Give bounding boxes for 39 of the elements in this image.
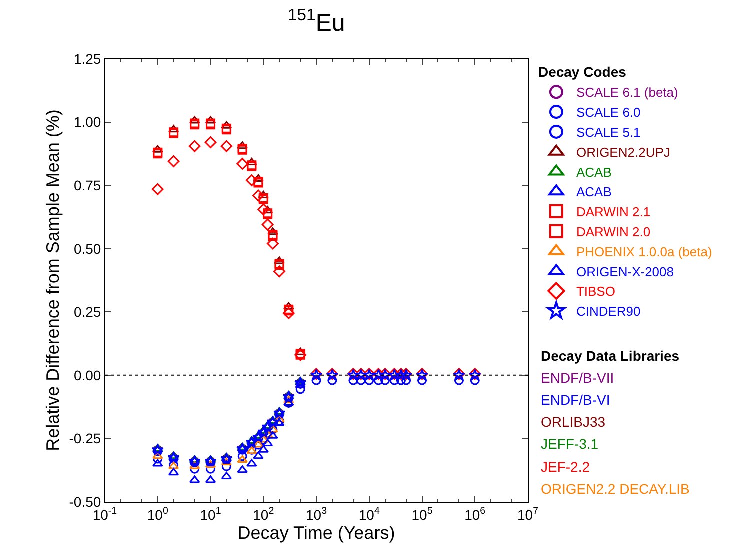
x-tick-label: 10$^{1}$ — [200, 506, 222, 523]
x-tick-label: 10$^{0}$ — [147, 506, 169, 523]
legend-label: CINDER90 — [576, 304, 641, 320]
legend-label: DARWIN 2.1 — [576, 204, 651, 220]
x-axis-title: Decay Time (Years) — [238, 522, 396, 543]
y-tick-label: 0.75 — [74, 177, 102, 194]
x-tick-label: 10$^{3}$ — [306, 506, 328, 523]
text: ORLIBJ33 — [541, 414, 606, 430]
y-tick-label: 0.25 — [74, 304, 102, 320]
y-tick-label: 0.50 — [74, 240, 102, 257]
x-tick-label: 10$^{6}$ — [464, 506, 486, 523]
x-tick-label: 10$^{4}$ — [358, 506, 380, 523]
x-tick-label: 10$^{7}$ — [517, 506, 539, 523]
legend-label: ORIGEN2.2UPJ — [576, 144, 670, 160]
legend-label: ORIGEN-X-2008 — [576, 264, 674, 280]
text: ORIGEN2.2 DECAY.LIB — [541, 481, 690, 497]
text: Decay Data Libraries — [541, 348, 680, 364]
y-tick-label: 1.25 — [74, 50, 102, 67]
x-tick-label: 10$^{5}$ — [412, 506, 434, 523]
legend-label: ACAB — [576, 164, 612, 180]
legend-title: Decay Codes — [538, 64, 627, 80]
y-tick-label: -0.25 — [69, 430, 102, 447]
legend-label: SCALE 6.0 — [576, 105, 641, 120]
text: ENDF/B-VI — [541, 392, 610, 408]
text: JEF-2.2 — [541, 459, 590, 475]
legend-label: SCALE 5.1 — [576, 125, 641, 140]
legend-label: PHOENIX 1.0.0a (beta) — [576, 244, 712, 260]
legend-label: DARWIN 2.0 — [576, 224, 651, 240]
y-axis-title: Relative Difference from Sample Mean (%) — [43, 110, 63, 452]
legend-label: ACAB — [576, 184, 612, 200]
chart-title: $^{151}$Eu — [288, 6, 346, 37]
y-tick-label: 1.00 — [74, 114, 102, 130]
legend-label: SCALE 6.1 (beta) — [576, 85, 678, 100]
y-tick-label: -0.50 — [69, 494, 102, 510]
x-tick-label: 10$^{2}$ — [253, 506, 274, 523]
legend-label: TIBSO — [576, 284, 616, 300]
text: ENDF/B-VII — [541, 370, 614, 386]
y-tick-label: 0.00 — [74, 367, 102, 384]
text: JEFF-3.1 — [541, 436, 599, 452]
